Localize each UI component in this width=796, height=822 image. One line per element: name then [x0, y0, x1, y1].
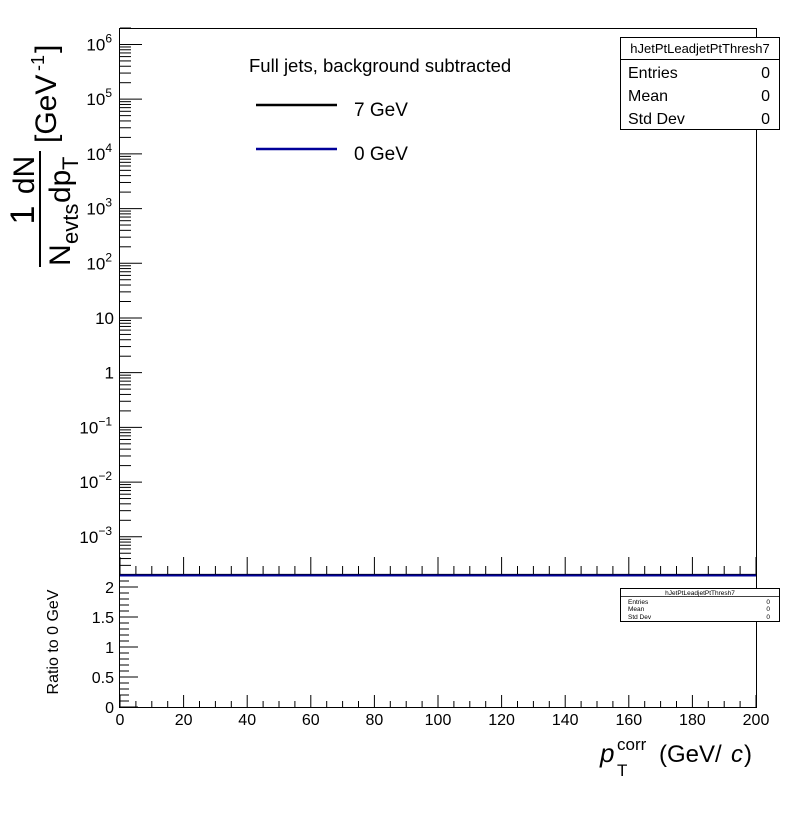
y-title-n: N — [44, 244, 77, 266]
x-tick-label: 200 — [743, 712, 770, 729]
y-tick-label: 1 — [105, 364, 114, 383]
ratio-y-axis-title: Ratio to 0 GeV — [45, 589, 62, 694]
x-tick-label: 20 — [175, 712, 193, 729]
x-tick-label: 120 — [488, 712, 515, 729]
y-tick-label: 104 — [86, 141, 112, 164]
y-title-n-sub: evts — [58, 204, 83, 244]
legend-label-7gev: 7 GeV — [354, 100, 408, 121]
x-axis-title: p corr T (GeV/ c ) — [599, 735, 752, 780]
y-tick-label: 10 — [95, 309, 114, 328]
top-y-axis-title: 1 dN N evts dp T [GeV -1 ] — [4, 45, 83, 267]
x-title-unit: (GeV/ — [659, 741, 722, 768]
top-y-ticks — [120, 27, 142, 576]
y-tick-label: 105 — [86, 86, 112, 109]
y-tick-label: 10−2 — [79, 469, 112, 492]
stats-box-top: hJetPtLeadjetPtThresh7 Entries 0 Mean 0 … — [620, 37, 780, 130]
y-tick-label: 102 — [86, 250, 112, 273]
y-tick-label: 103 — [86, 196, 112, 219]
y-title-unit-sup: -1 — [28, 55, 48, 71]
y-title-unit-close: ] — [30, 45, 63, 53]
ratio-x-ticks — [119, 695, 757, 707]
ratio-stats-title: hJetPtLeadjetPtThresh7 — [665, 590, 735, 597]
y-title-unit: [GeV — [30, 75, 63, 143]
ratio-y-tick-label: 1 — [105, 640, 114, 657]
x-tick-label: 180 — [679, 712, 706, 729]
x-title-sub: T — [617, 761, 627, 780]
stats-entries-value: 0 — [761, 65, 770, 82]
stats-entries-label: Entries — [628, 65, 678, 82]
ratio-stats-entries-label: Entries — [628, 599, 649, 606]
y-title-dn: dN — [8, 156, 41, 194]
stats-box-ratio: hJetPtLeadjetPtThresh7 Entries 0 Mean 0 … — [620, 588, 780, 622]
x-tick-label: 80 — [366, 712, 384, 729]
ratio-stats-stddev-value: 0 — [766, 614, 770, 621]
x-tick-label: 60 — [302, 712, 320, 729]
ratio-y-tick-label: 0 — [105, 700, 114, 717]
x-title-c: c — [731, 741, 743, 768]
y-title-dp: dp — [44, 170, 77, 203]
ratio-y-tick-label: 2 — [105, 580, 114, 597]
ratio-y-tick-label: 0.5 — [92, 670, 114, 687]
x-title-p: p — [599, 738, 614, 768]
y-title-dp-sub: T — [58, 157, 83, 170]
x-tick-label: 0 — [116, 712, 125, 729]
y-tick-label: 10−3 — [79, 524, 112, 547]
y-title-num: 1 — [4, 206, 42, 225]
ratio-stats-mean-value: 0 — [766, 606, 770, 613]
x-tick-labels: 0 20 40 60 80 100 120 140 160 180 200 — [116, 712, 770, 729]
ratio-y-ticks — [120, 574, 138, 708]
top-x-ticks — [119, 557, 757, 575]
x-tick-label: 100 — [425, 712, 452, 729]
ratio-stats-stddev-label: Std Dev — [628, 614, 652, 621]
stats-stddev-label: Std Dev — [628, 111, 685, 128]
y-tick-label: 10−1 — [79, 414, 112, 437]
stats-mean-value: 0 — [761, 88, 770, 105]
ratio-y-tick-labels: 0 0.5 1 1.5 2 — [92, 580, 114, 717]
x-tick-label: 40 — [238, 712, 256, 729]
ratio-y-tick-label: 1.5 — [92, 610, 114, 627]
y-tick-label: 106 — [86, 31, 112, 54]
ratio-stats-mean-label: Mean — [628, 606, 645, 613]
legend-label-0gev: 0 GeV — [354, 144, 408, 165]
x-tick-label: 140 — [552, 712, 579, 729]
x-title-sup: corr — [617, 735, 647, 754]
legend-title: Full jets, background subtracted — [249, 55, 511, 76]
stats-stddev-value: 0 — [761, 111, 770, 128]
stats-mean-label: Mean — [628, 88, 668, 105]
ratio-stats-entries-value: 0 — [766, 599, 770, 606]
x-title-close: ) — [744, 741, 752, 768]
stats-title: hJetPtLeadjetPtThresh7 — [630, 41, 769, 56]
x-tick-label: 160 — [615, 712, 642, 729]
